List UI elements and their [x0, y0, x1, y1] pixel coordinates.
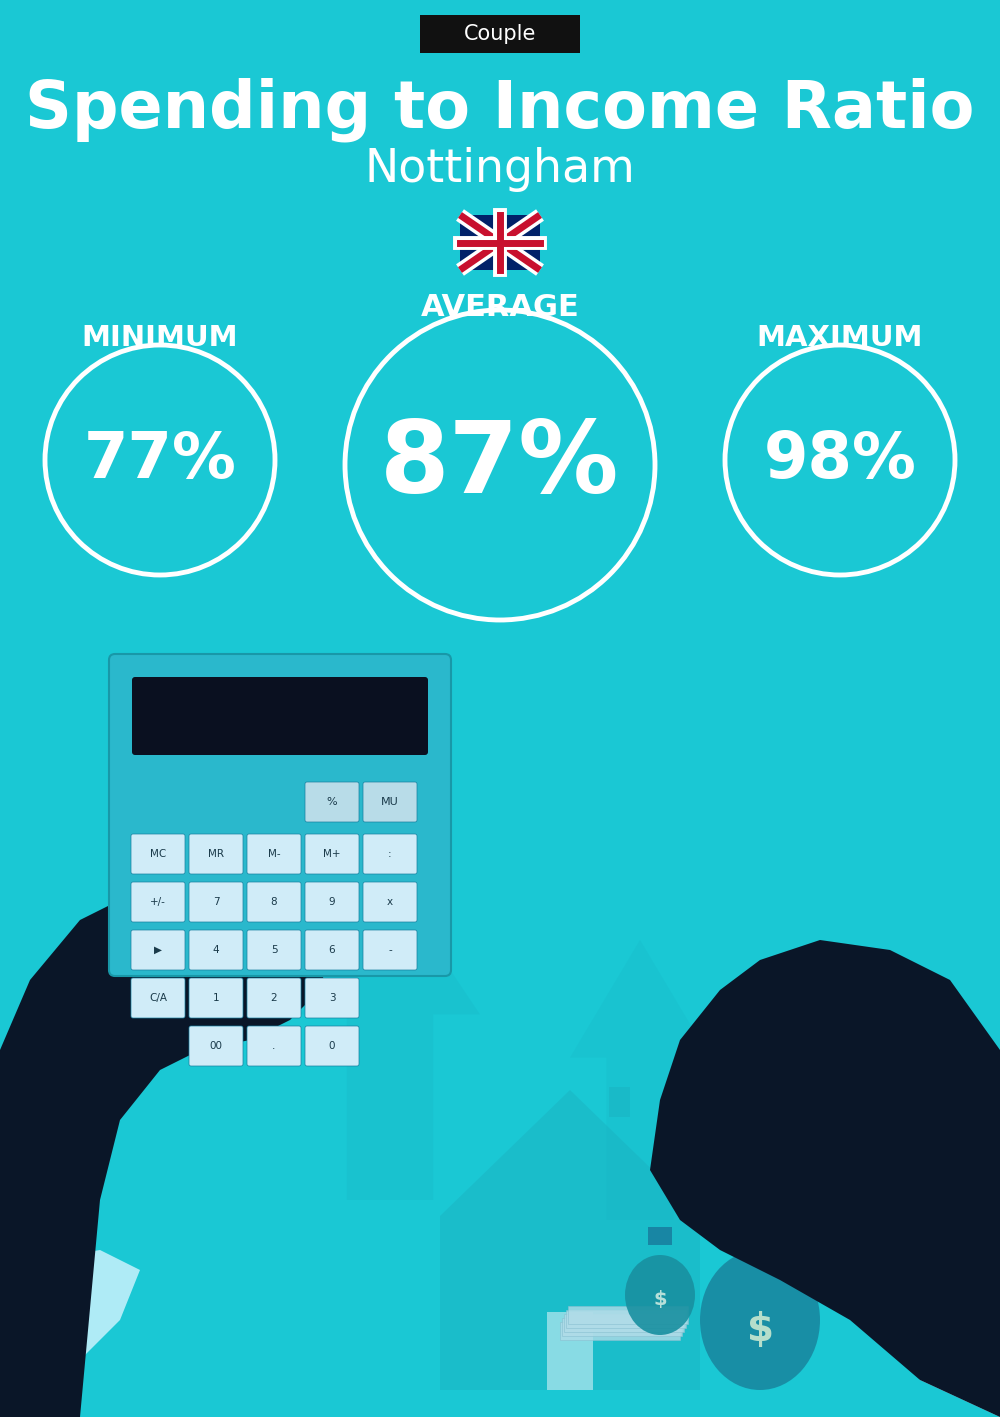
Text: MINIMUM: MINIMUM [82, 324, 238, 351]
FancyBboxPatch shape [109, 655, 451, 976]
FancyBboxPatch shape [460, 215, 540, 271]
Bar [562, 1318, 682, 1336]
FancyBboxPatch shape [131, 978, 185, 1017]
Bar [564, 1314, 684, 1332]
FancyBboxPatch shape [189, 835, 243, 874]
FancyBboxPatch shape [363, 782, 417, 822]
FancyBboxPatch shape [363, 835, 417, 874]
Text: Spending to Income Ratio: Spending to Income Ratio [25, 78, 975, 142]
Text: Couple: Couple [464, 24, 536, 44]
Text: 98%: 98% [764, 429, 916, 492]
Text: 1: 1 [213, 993, 219, 1003]
Bar [547, 1312, 593, 1390]
FancyBboxPatch shape [131, 930, 185, 971]
Text: 2: 2 [271, 993, 277, 1003]
Text: 4: 4 [213, 945, 219, 955]
Polygon shape [440, 1090, 700, 1216]
Text: MU: MU [381, 796, 399, 808]
Text: +/-: +/- [150, 897, 166, 907]
Text: 00: 00 [210, 1041, 222, 1051]
Text: MC: MC [150, 849, 166, 859]
FancyBboxPatch shape [247, 978, 301, 1017]
Bar [560, 1322, 680, 1340]
Text: 0: 0 [329, 1041, 335, 1051]
Polygon shape [570, 939, 710, 1220]
FancyBboxPatch shape [189, 1026, 243, 1066]
FancyBboxPatch shape [305, 978, 359, 1017]
Text: 77%: 77% [84, 429, 236, 492]
Text: AVERAGE: AVERAGE [421, 293, 579, 323]
Text: C/A: C/A [149, 993, 167, 1003]
FancyBboxPatch shape [189, 978, 243, 1017]
FancyBboxPatch shape [305, 930, 359, 971]
Polygon shape [300, 880, 480, 1200]
Ellipse shape [625, 1255, 695, 1335]
Bar [609, 1087, 630, 1117]
FancyBboxPatch shape [247, 881, 301, 922]
Polygon shape [0, 1250, 140, 1417]
Text: :: : [388, 849, 392, 859]
FancyBboxPatch shape [305, 835, 359, 874]
Bar [742, 1214, 778, 1240]
Text: 5: 5 [271, 945, 277, 955]
FancyBboxPatch shape [305, 782, 359, 822]
Text: Nottingham: Nottingham [365, 147, 635, 193]
FancyBboxPatch shape [305, 1026, 359, 1066]
Text: .: . [272, 1041, 276, 1051]
Text: x: x [387, 897, 393, 907]
FancyBboxPatch shape [363, 930, 417, 971]
Text: $: $ [746, 1311, 774, 1349]
FancyBboxPatch shape [247, 1026, 301, 1066]
Ellipse shape [700, 1250, 820, 1390]
Text: MR: MR [208, 849, 224, 859]
FancyBboxPatch shape [247, 930, 301, 971]
Text: M-: M- [268, 849, 280, 859]
Bar [568, 1306, 688, 1323]
FancyBboxPatch shape [247, 835, 301, 874]
Text: MAXIMUM: MAXIMUM [757, 324, 923, 351]
FancyBboxPatch shape [131, 881, 185, 922]
Text: ▶: ▶ [154, 945, 162, 955]
FancyBboxPatch shape [363, 881, 417, 922]
Text: M+: M+ [323, 849, 341, 859]
Text: 8: 8 [271, 897, 277, 907]
Polygon shape [730, 1040, 830, 1240]
FancyBboxPatch shape [131, 835, 185, 874]
FancyBboxPatch shape [189, 930, 243, 971]
Text: 9: 9 [329, 897, 335, 907]
Text: 3: 3 [329, 993, 335, 1003]
Bar [648, 1227, 672, 1246]
FancyBboxPatch shape [420, 16, 580, 52]
Bar [440, 1216, 700, 1390]
FancyBboxPatch shape [132, 677, 428, 755]
Polygon shape [0, 870, 330, 1417]
Text: 7: 7 [213, 897, 219, 907]
Polygon shape [650, 939, 1000, 1417]
FancyBboxPatch shape [305, 881, 359, 922]
Text: 87%: 87% [380, 417, 620, 513]
Polygon shape [860, 1240, 1000, 1417]
Bar [566, 1309, 686, 1328]
Text: 6: 6 [329, 945, 335, 955]
Text: %: % [327, 796, 337, 808]
FancyBboxPatch shape [189, 881, 243, 922]
Text: $: $ [653, 1291, 667, 1309]
Text: -: - [388, 945, 392, 955]
